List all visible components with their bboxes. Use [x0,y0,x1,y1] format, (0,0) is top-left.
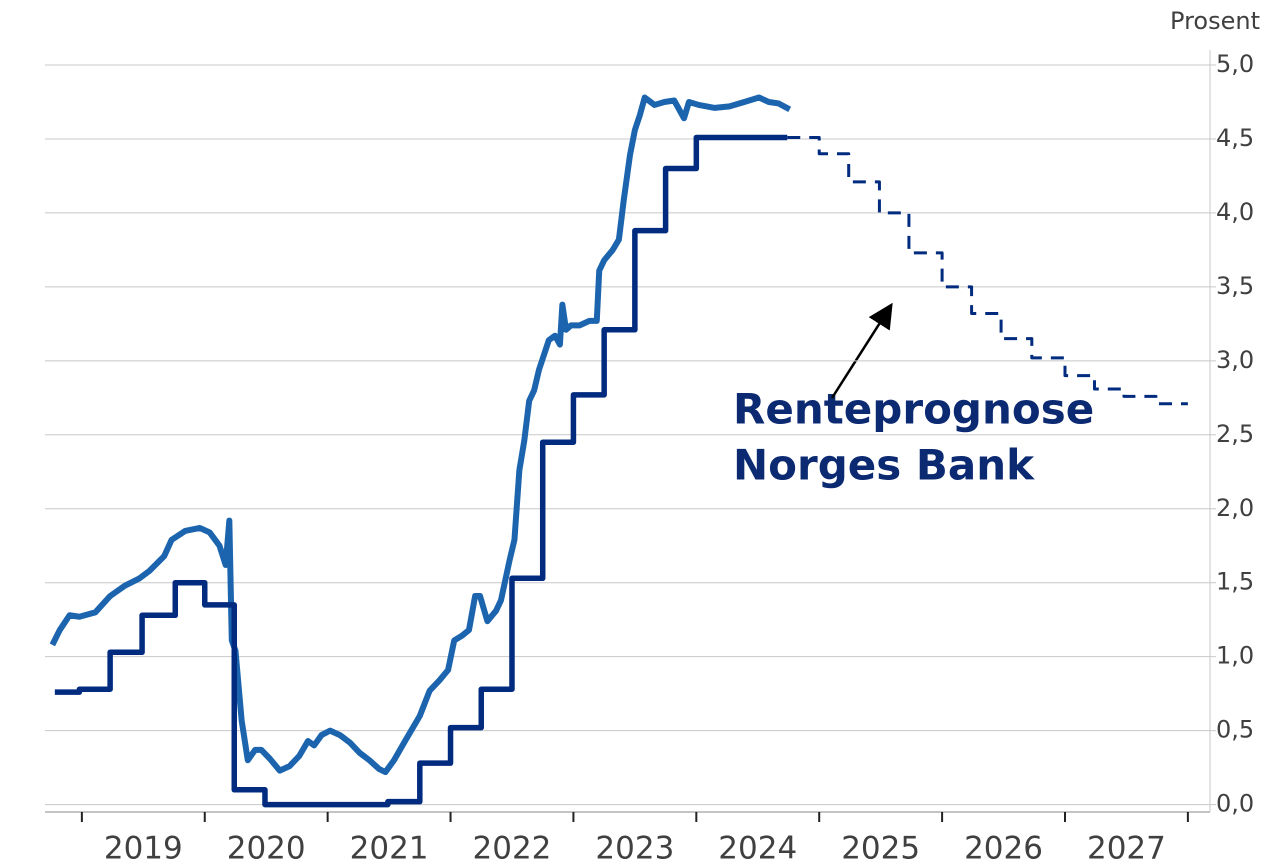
x-tick-label: 2020 [227,831,306,867]
y-tick-label: 1,0 [1216,642,1254,670]
x-tick-label: 2027 [1087,831,1166,867]
x-tick-label: 2025 [841,831,920,867]
data-line [54,134,788,808]
x-tick-label: 2019 [104,831,183,867]
y-tick-label: 3,0 [1216,346,1254,374]
y-tick-label: 4,5 [1216,124,1254,152]
y-tick-label: 4,0 [1216,198,1254,226]
y-tick-label: 5,0 [1216,50,1254,78]
annotation-arrow [830,302,893,399]
annotation-line: Norges Bank [733,441,1035,490]
y-axis-label: Prosent [1170,7,1260,35]
y-tick-label: 2,5 [1216,420,1254,448]
x-tick-label: 2022 [473,831,552,867]
y-tick-label: 3,5 [1216,272,1254,300]
x-tick-label: 2023 [595,831,674,867]
y-tick-label: 2,0 [1216,494,1254,522]
annotation-line: Renteprognose [733,385,1094,434]
x-tick-label: 2026 [964,831,1043,867]
x-tick-label: 2021 [350,831,429,867]
x-tick-label: 2024 [718,831,797,867]
y-tick-label: 1,5 [1216,568,1254,596]
data-line [49,94,792,776]
y-tick-label: 0,0 [1216,790,1254,818]
data-line [787,135,1188,406]
y-tick-label: 0,5 [1216,716,1254,744]
